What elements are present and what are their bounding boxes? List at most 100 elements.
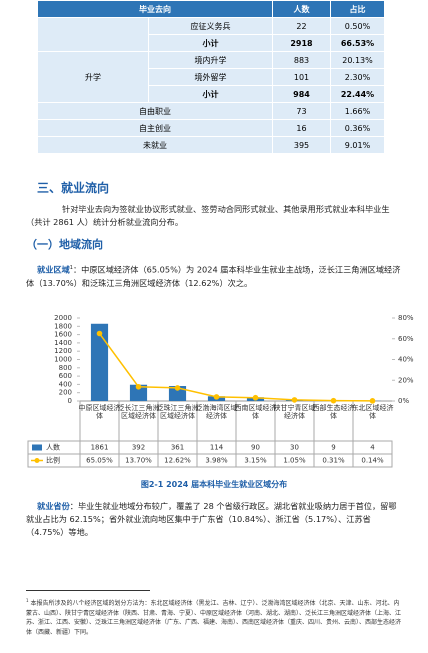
cell — [37, 17, 149, 52]
cell: 小计 — [148, 85, 273, 103]
x-tick-label: 中原区域经济体 — [78, 404, 121, 420]
table-value: 12.62% — [164, 457, 191, 465]
chart-caption: 图2-1 2024 届本科毕业生就业区域分布 — [140, 480, 288, 489]
cell: 2918 — [272, 34, 331, 52]
subheading: （一）地域流向 — [26, 238, 103, 251]
line-point — [96, 330, 103, 337]
line-point — [252, 394, 259, 401]
text: ：毕业生就业地域分布较广，覆盖了 28 个省级行政区。湖北省就业吸纳力居于首位，… — [26, 501, 397, 537]
y2-tick-label: 80% — [398, 314, 414, 322]
line-point — [330, 397, 337, 404]
legend-label: 人数 — [46, 443, 60, 452]
cell: 未就业 — [37, 136, 273, 154]
table-value: 30 — [290, 444, 299, 452]
y2-tick-label: 40% — [398, 356, 414, 364]
line-point — [369, 398, 376, 404]
line-point — [174, 385, 181, 391]
cell: 2.30% — [330, 68, 385, 86]
cell: 小计 — [148, 34, 273, 52]
legend-label: 比例 — [46, 456, 60, 465]
y-tick-label: 1800 — [54, 322, 72, 330]
y-tick-label: 600 — [59, 372, 72, 380]
cell: 20.13% — [330, 51, 385, 69]
x-tick-label: 陕甘宁青区域经济体 — [273, 404, 316, 420]
text: ：中原区域经济体（65.05%）为 2024 届本科毕业生就业主战场，泛长江三角… — [26, 264, 401, 288]
x-tick-label: 泛长江三角洲区域经济体 — [117, 404, 160, 420]
paragraph: 就业省份：毕业生就业地域分布较广，覆盖了 28 个省级行政区。湖北省就业吸纳力居… — [26, 500, 404, 539]
table-value: 0.14% — [361, 457, 384, 465]
table-value: 114 — [210, 444, 224, 452]
x-tick-label: 东北区域经济体 — [351, 404, 394, 420]
cell: 16 — [272, 119, 331, 137]
y-tick-label: 800 — [59, 364, 72, 372]
x-tick-label: 泛珠江三角洲区域经济体 — [156, 404, 199, 420]
chart: 0 200 400 600 800 1000 1200 1400 1600 1800 2000 0% 2… — [0, 305, 428, 475]
bar — [90, 323, 109, 401]
cell: 22 — [272, 17, 331, 35]
table-header: 毕业去向 人数 占比 — [37, 0, 385, 18]
y-tick-label: 400 — [59, 380, 72, 388]
cell: 73 — [272, 102, 331, 120]
line-point — [213, 394, 220, 400]
lead-label: 就业省份 — [37, 501, 70, 511]
table-value: 392 — [132, 444, 145, 452]
cell: 101 — [272, 68, 331, 86]
table-value: 3.98% — [205, 457, 228, 465]
table-value: 1.05% — [283, 457, 306, 465]
table-value: 361 — [171, 444, 184, 452]
table-value: 90 — [251, 444, 260, 452]
cell: 883 — [272, 51, 331, 69]
paragraph: 针对毕业去向为签就业协议形式就业、签劳动合同形式就业、其他录用形式就业本科毕业生… — [26, 204, 390, 227]
header-cell: 占比 — [330, 0, 385, 18]
y-tick-label: 2000 — [54, 314, 72, 322]
cell: 境外留学 — [148, 68, 273, 86]
legend-key — [32, 444, 42, 451]
table-value: 13.70% — [125, 457, 152, 465]
cell: 22.44% — [330, 85, 385, 103]
y-tick-label: 0 — [68, 397, 72, 405]
x-tick-label: 西部生态经济体 — [312, 404, 355, 420]
bar — [129, 384, 148, 401]
cell: 自主创业 — [37, 119, 273, 137]
x-tick-label: 西南区域经济体 — [234, 404, 277, 420]
cell: 1.66% — [330, 102, 385, 120]
y-tick-label: 1400 — [54, 339, 72, 347]
y-tick-label: 1000 — [54, 356, 72, 364]
section-heading: 三、就业流向 — [37, 181, 110, 195]
line-point — [135, 383, 142, 390]
table-value: 0.31% — [322, 457, 345, 465]
cell: 66.53% — [330, 34, 385, 52]
legend-key — [34, 458, 40, 463]
cell: 395 — [272, 136, 331, 154]
footnote: 1 本报告所涉及的八个经济区域的划分方法为：东北区域经济体（黑龙江、吉林、辽宁）… — [26, 596, 404, 637]
table-value: 9 — [331, 444, 335, 452]
cell: 9.01% — [330, 136, 385, 154]
y2-tick-label: 20% — [398, 376, 414, 384]
line — [98, 333, 373, 402]
cell: 应征义务兵 — [148, 17, 273, 35]
footnote-ref: 1 — [69, 265, 73, 271]
cell: 自由职业 — [37, 102, 273, 120]
y2-tick-label: 60% — [398, 335, 414, 343]
footnote-rule — [26, 590, 150, 591]
y-tick-label: 1600 — [54, 331, 72, 339]
x-tick-label: 泛渤海湾区域经济体 — [195, 404, 238, 420]
lead-label: 就业区域 — [37, 264, 70, 275]
paragraph: 就业区域1：中原区域经济体（65.05%）为 2024 届本科毕业生就业主战场，… — [26, 262, 404, 290]
text: 本报告所涉及的八个经济区域的划分方法为：东北区域经济体（黑龙江、吉林、辽宁）、泛… — [26, 600, 402, 636]
bar — [168, 386, 187, 401]
y-tick-label: 1200 — [54, 347, 72, 355]
destination-table: 毕业去向 人数 占比 应征义务兵 22 0.50% 小计 2918 66.53% 升学 境内升… — [37, 0, 385, 154]
y-tick-label: 200 — [59, 389, 72, 397]
header-cell: 毕业去向 — [37, 0, 273, 18]
cell: 0.36% — [330, 119, 385, 137]
header-cell: 人数 — [272, 0, 331, 18]
line-point — [291, 397, 298, 403]
table-value: 65.05% — [86, 457, 113, 465]
cell: 0.50% — [330, 17, 385, 35]
table-value: 1861 — [91, 444, 109, 452]
cell: 984 — [272, 85, 331, 103]
footnote-mark: 1 — [26, 598, 29, 603]
